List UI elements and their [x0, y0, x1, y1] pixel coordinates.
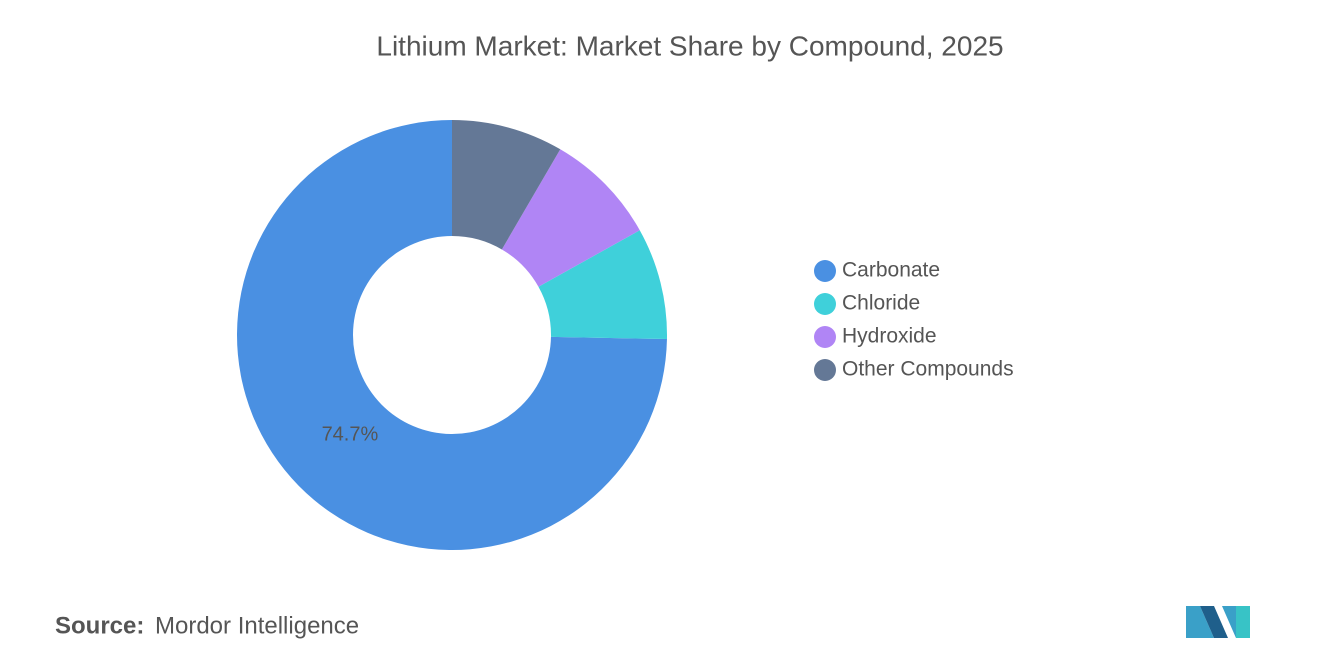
data-label: 74.7%: [322, 423, 379, 445]
legend-marker: [814, 260, 836, 282]
legend-label: Hydroxide: [842, 325, 937, 348]
donut-slice: [236, 120, 667, 550]
logo: [1186, 606, 1250, 638]
chart-title: Lithium Market: Market Share by Compound…: [376, 30, 1003, 61]
donut-slice: [538, 230, 667, 340]
legend-marker: [814, 293, 836, 315]
legend-marker: [814, 359, 836, 381]
legend-label: Other Compounds: [842, 358, 1014, 381]
legend-label: Carbonate: [842, 259, 940, 282]
donut-slice: [501, 149, 640, 287]
source-label: Source:: [55, 612, 144, 639]
legend-label: Chloride: [842, 292, 920, 315]
legend-marker: [814, 326, 836, 348]
donut-slice: [452, 120, 561, 250]
source-text: Mordor Intelligence: [155, 612, 359, 639]
